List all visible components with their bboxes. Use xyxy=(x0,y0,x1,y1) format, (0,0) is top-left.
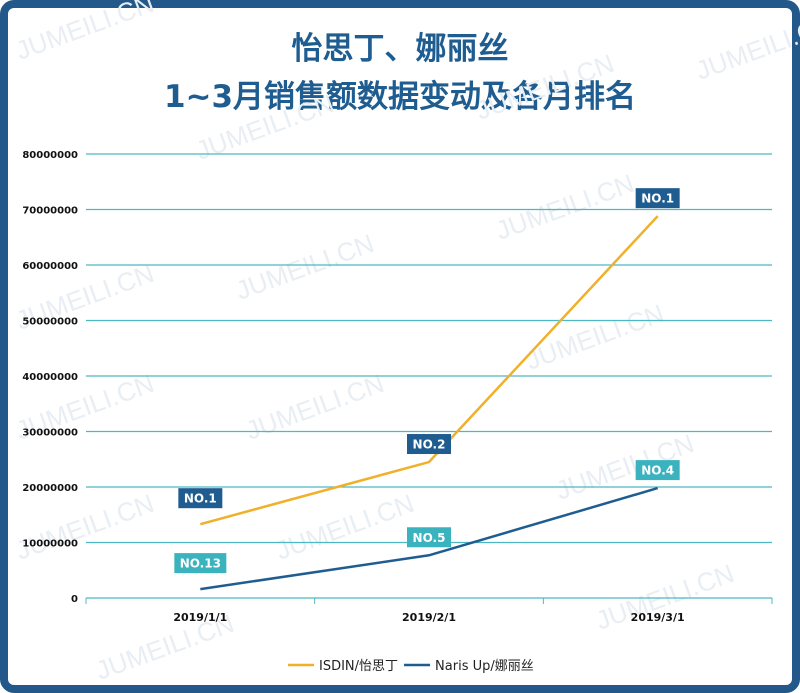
data-label-box xyxy=(407,527,451,548)
y-tick-label: 0 xyxy=(71,594,78,605)
data-label-box xyxy=(178,488,223,509)
x-tick-label: 2019/3/1 xyxy=(631,611,685,624)
watermark: JUMEILI.CN xyxy=(12,488,158,566)
y-tick-label: 10000000 xyxy=(22,539,78,550)
series-line-0 xyxy=(200,215,659,526)
data-label: NO.2 xyxy=(413,438,446,452)
y-tick-label: 70000000 xyxy=(22,206,78,217)
chart-title-line2: 1~3月销售额数据变动及各月排名 xyxy=(163,79,637,115)
y-tick-label: 80000000 xyxy=(22,150,78,161)
y-tick-label: 20000000 xyxy=(22,483,78,494)
watermark: JUMEILI.CN xyxy=(12,0,158,66)
watermark: JUMEILI.CN xyxy=(692,8,800,86)
data-label: NO.1 xyxy=(641,192,674,206)
legend-label-0: ISDIN/怡思丁 xyxy=(319,659,398,674)
data-label: NO.5 xyxy=(413,531,446,545)
y-tick-label: 40000000 xyxy=(22,372,78,383)
chart-title-line1: 怡思丁、娜丽丝 xyxy=(291,31,509,67)
x-tick-label: 2019/2/1 xyxy=(402,611,456,624)
y-tick-label: 60000000 xyxy=(22,261,78,272)
x-tick-label: 2019/1/1 xyxy=(173,611,227,624)
data-label-box xyxy=(407,434,451,455)
data-label: NO.1 xyxy=(184,492,217,506)
data-label-box xyxy=(174,553,227,574)
watermark: JUMEILI.CN xyxy=(492,168,638,246)
y-tick-label: 50000000 xyxy=(22,317,78,328)
y-tick-label: 30000000 xyxy=(22,428,78,439)
watermark: JUMEILI.CN xyxy=(242,368,388,446)
data-label: NO.13 xyxy=(180,557,221,571)
series-line-1 xyxy=(200,486,659,591)
data-label: NO.4 xyxy=(641,464,674,478)
watermark: JUMEILI.CN xyxy=(472,48,618,126)
data-label-box xyxy=(635,460,680,481)
data-label-box xyxy=(635,188,680,209)
watermark: JUMEILI.CN xyxy=(232,228,378,306)
watermark: JUMEILI.CN xyxy=(522,298,668,376)
legend-label-1: Naris Up/娜丽丝 xyxy=(435,659,534,674)
